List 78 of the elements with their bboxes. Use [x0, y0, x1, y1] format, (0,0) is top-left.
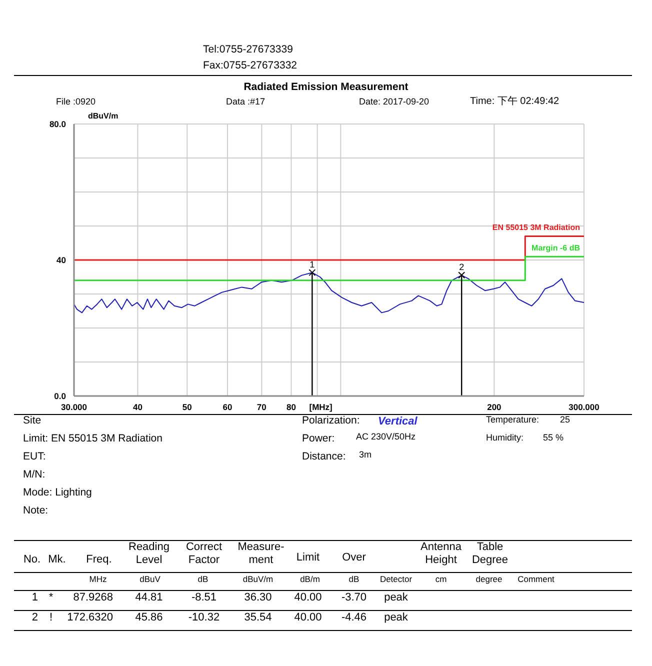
- text: 172.6320: [67, 611, 113, 625]
- text: 2: [32, 611, 38, 625]
- text: Correct Factor: [184, 540, 224, 568]
- text: dB/m: [300, 574, 320, 584]
- x-tick-label: 60: [222, 402, 233, 412]
- text: Reading Level: [128, 540, 170, 568]
- text: peak: [384, 611, 408, 625]
- x-tick-label: 300.000: [568, 402, 600, 412]
- text: Limit: EN 55015 3M Radiation: [23, 432, 162, 446]
- x-tick-label: 30.000: [61, 402, 88, 412]
- text: EUT:: [23, 450, 46, 464]
- x-tick-label: 200: [487, 402, 502, 412]
- text: AC 230V/50Hz: [356, 432, 416, 442]
- text: Limit: [296, 551, 320, 565]
- text: Power:: [302, 432, 335, 446]
- text: M/N:: [23, 468, 46, 482]
- text: Polarization:: [302, 414, 360, 428]
- x-axis-title: [MHz]: [309, 402, 332, 412]
- text: Antenna Height: [420, 540, 462, 568]
- text: -10.32: [188, 611, 220, 625]
- text: File :0920: [56, 96, 96, 108]
- text: Humidity:: [486, 432, 524, 444]
- x-tick-label: 80: [286, 402, 296, 412]
- x-tick-label: 40: [132, 402, 143, 412]
- text: Detector: [380, 574, 412, 584]
- annotation: 1: [310, 260, 315, 270]
- text: Temperature:: [486, 414, 540, 426]
- text: MHz: [89, 574, 107, 584]
- text: -8.51: [191, 591, 217, 605]
- text: Fax:0755-27673332: [203, 59, 297, 72]
- chart-title: Radiated Emission Measurement: [244, 81, 408, 93]
- text: Measure-ment: [236, 540, 286, 568]
- text: 44.81: [135, 591, 163, 605]
- text: 55 %: [543, 432, 564, 444]
- text: 45.86: [135, 611, 163, 625]
- text: 35.54: [244, 611, 272, 625]
- text: 40.00: [294, 591, 322, 605]
- text: Distance:: [302, 450, 346, 464]
- text: Mk.: [48, 553, 66, 567]
- text: 3m: [359, 450, 372, 460]
- text: 40.00: [294, 611, 322, 625]
- text: -4.46: [341, 611, 367, 625]
- text: Vertical: [378, 415, 418, 429]
- y-axis-title: dBuV/m: [88, 112, 118, 120]
- text: peak: [384, 591, 408, 605]
- text: 25: [560, 414, 570, 426]
- text: dBuV/m: [242, 574, 274, 584]
- text: Date: 2017-09-20: [359, 96, 430, 108]
- text: Freq.: [86, 553, 112, 567]
- text: Time: 下午 02:49:42: [470, 96, 560, 108]
- text: 1: [32, 591, 38, 605]
- series-label: Margin -6 dB: [532, 244, 580, 253]
- text: 36.30: [244, 591, 272, 605]
- text: Data :#17: [226, 96, 266, 108]
- y-tick-label: 0.0: [54, 391, 66, 402]
- text: degree: [476, 574, 502, 584]
- text: Comment: [518, 574, 554, 584]
- series-label: EN 55015 3M Radiation: [492, 223, 580, 232]
- text: dBuV: [140, 574, 160, 584]
- text: dB: [198, 574, 208, 584]
- text: Note:: [23, 504, 48, 518]
- y-tick-label: 80.0: [49, 119, 66, 130]
- text: !: [49, 611, 53, 625]
- text: dB: [348, 574, 360, 584]
- text: *: [48, 591, 54, 605]
- x-tick-label: 70: [256, 402, 267, 412]
- text: No.: [23, 553, 41, 567]
- x-tick-label: 50: [182, 402, 192, 412]
- text: -3.70: [341, 591, 367, 605]
- text: Site: [23, 414, 42, 428]
- y-tick-label: 40: [56, 255, 66, 266]
- text: Over: [342, 551, 366, 565]
- text: Mode: Lighting: [23, 486, 92, 500]
- text: Tel:0755-27673339: [203, 43, 293, 56]
- annotation: 2: [459, 262, 464, 272]
- text: 87.9268: [73, 591, 113, 605]
- text: cm: [435, 574, 447, 584]
- text: Table Degree: [470, 540, 510, 568]
